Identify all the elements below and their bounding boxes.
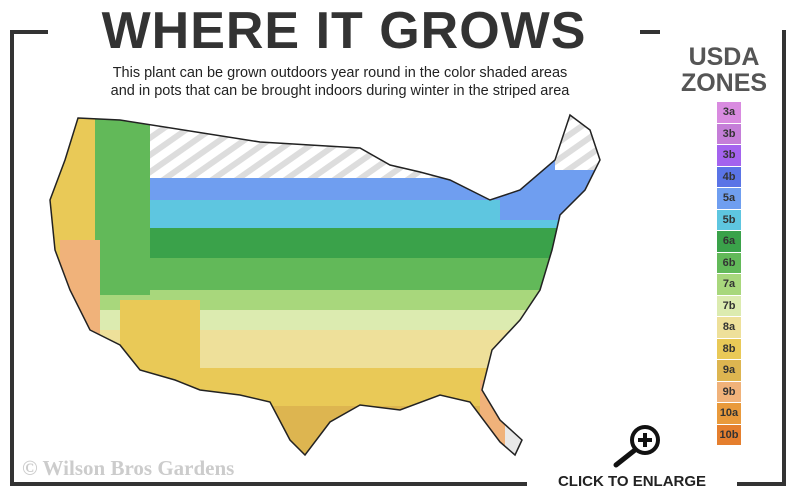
us-outline: [49, 113, 601, 457]
legend-zone-10b: 10b: [717, 424, 741, 445]
frame-top-right: [638, 30, 660, 34]
legend-zone-4b: 4b: [717, 166, 741, 187]
subtitle-line-2: and in pots that can be brought indoors …: [110, 83, 570, 99]
legend-title: USDA ZONES: [664, 44, 784, 96]
legend-zone-8b: 8b: [717, 338, 741, 359]
subtitle: This plant can be grown outdoors year ro…: [40, 64, 640, 100]
legend-zone-10a: 10a: [717, 403, 741, 424]
legend-zone-9b: 9b: [717, 381, 741, 402]
legend-zone-6b: 6b: [717, 252, 741, 273]
legend-zone-8a: 8a: [717, 317, 741, 338]
legend-title-line-1: USDA: [688, 43, 760, 71]
copyright: © Wilson Bros Gardens: [22, 456, 235, 480]
frame-top-left: [10, 30, 50, 34]
legend-zone-7b: 7b: [717, 295, 741, 316]
magnifier-plus-icon[interactable]: [612, 424, 664, 468]
legend-zone-7a: 7a: [717, 274, 741, 295]
click-to-enlarge-button[interactable]: CLICK TO ENLARGE: [527, 468, 737, 498]
legend-zone-5a: 5a: [717, 188, 741, 209]
subtitle-line-1: This plant can be grown outdoors year ro…: [112, 65, 568, 81]
zone-legend: 3a 3b 3b 4b 5a 5b 6a 6b 7a 7b 8a 8b 9a 9b 10a 10b: [717, 102, 741, 446]
page-title: WHERE IT GROWS: [48, 0, 640, 62]
legend-title-line-2: ZONES: [680, 69, 768, 97]
legend-zone-3b: 3b: [717, 123, 741, 144]
legend-zone-6a: 6a: [717, 231, 741, 252]
legend-zone-5b: 5b: [717, 209, 741, 230]
legend-zone-3a: 3a: [717, 102, 741, 123]
legend-zone-9a: 9a: [717, 360, 741, 381]
frame: [10, 30, 786, 486]
legend-zone-3b: 3b: [717, 145, 741, 166]
